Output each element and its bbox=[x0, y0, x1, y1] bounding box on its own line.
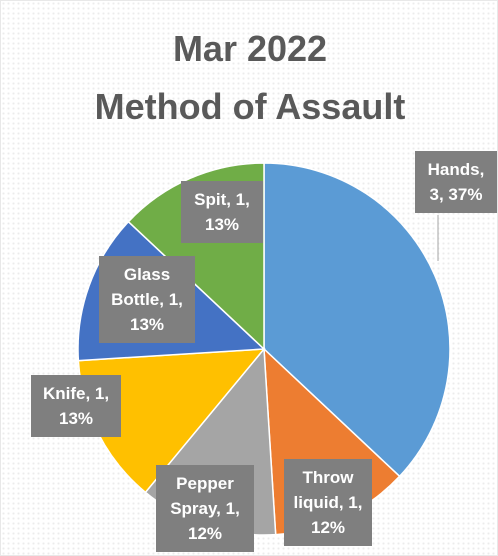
data-label-glass-bottle: Glass Bottle, 1, 13% bbox=[99, 256, 195, 343]
data-label-spit: Spit, 1, 13% bbox=[181, 181, 263, 243]
data-label-throw-liquid: Throw liquid, 1, 12% bbox=[284, 459, 372, 546]
data-label-knife: Knife, 1, 13% bbox=[31, 375, 121, 437]
data-label-hands: Hands, 3, 37% bbox=[415, 151, 497, 213]
pie-slice-hands bbox=[263, 162, 451, 478]
chart-title-line-1: Mar 2022 bbox=[172, 28, 328, 69]
data-label-pepper-spray: Pepper Spray, 1, 12% bbox=[156, 465, 254, 552]
chart-title-line-2: Method of Assault bbox=[94, 86, 406, 127]
